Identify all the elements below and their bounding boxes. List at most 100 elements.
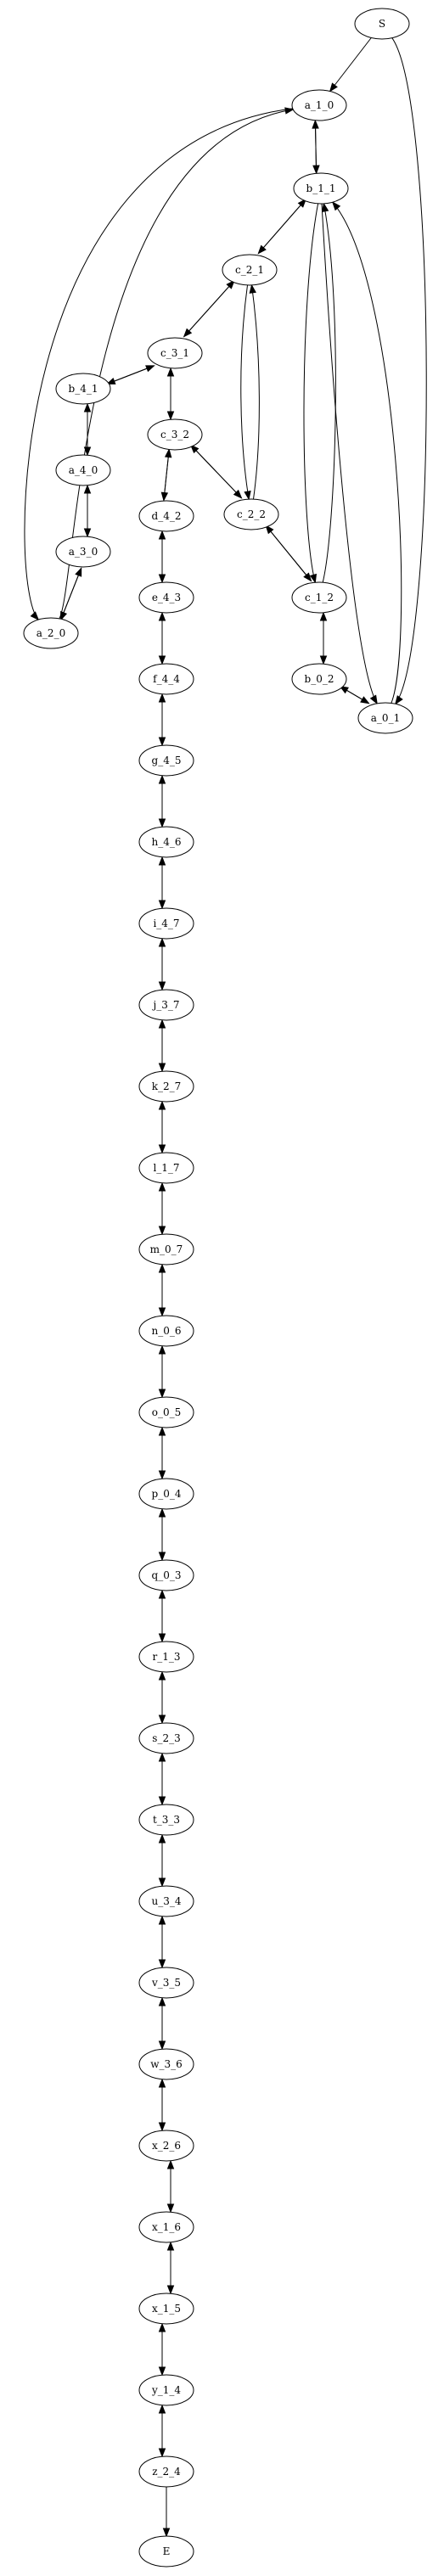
node-label: b_1_1 [306,182,336,194]
arrowhead-j_3_7-to-i_4_7 [158,937,166,947]
arrowhead-z_2_4-to-y_1_4 [158,2404,166,2414]
node-label: x_1_6 [152,2221,181,2233]
node-ellipse [138,1967,194,1999]
node-label: u_3_4 [152,1895,182,1907]
arrowhead-t_3_3-to-s_2_3 [158,1752,166,1762]
edge-b_1_1-to-c_1_2 [303,203,319,583]
edge-c_1_2-to-c_2_2 [265,525,312,581]
arrowhead-y_1_4-to-x_1_5 [158,2322,166,2332]
node-ellipse [138,2293,194,2325]
node-o_0_5: o_0_5 [138,1396,194,1428]
node-m_0_7: m_0_7 [138,1233,194,1266]
node-ellipse [23,617,79,649]
arrowhead-d_4_2-to-c_3_2 [164,448,172,458]
node-ellipse [147,418,203,451]
node-label: b_0_2 [305,673,334,685]
node-ellipse [138,1152,194,1184]
arrowhead-c_1_2-to-c_2_2 [265,525,274,535]
node-ellipse [138,2374,194,2406]
node-label: a_0_1 [371,712,400,724]
node-a_0_1: a_0_1 [357,702,413,734]
node-ellipse [293,172,349,205]
node-label: q_0_3 [152,1569,182,1581]
node-ellipse [354,8,410,40]
node-label: x_2_6 [152,2140,181,2152]
node-label: r_1_3 [152,1651,180,1663]
arrowhead-b_1_1-to-c_1_2 [309,573,318,584]
node-c_2_2: c_2_2 [223,498,279,530]
edge-c_2_1-to-c_2_2 [240,284,250,500]
arrowhead-m_0_7-to-l_1_7 [158,1181,166,1192]
arrowhead-e_4_3-to-d_4_2 [158,530,166,540]
node-ellipse [138,500,194,532]
edge-c_2_1-to-b_1_1 [258,199,306,254]
arrowhead-r_1_3-to-q_0_3 [158,1589,166,1599]
node-c_1_2: c_1_2 [291,581,347,614]
node-s_2_3: s_2_3 [138,1722,194,1754]
arrowhead-a_2_0-to-a_1_0 [284,107,295,115]
node-ellipse [138,1315,194,1347]
edge-a_1_0-to-a_2_0 [24,108,293,620]
node-label: h_4_6 [152,836,182,848]
arrowhead-x_1_6-to-x_2_6 [166,2159,175,2169]
node-ellipse [138,581,194,614]
arrowhead-b_4_1-to-c_3_1 [145,365,155,373]
arrowhead-c_2_2-to-c_3_2 [189,444,200,454]
node-E: E [138,2535,194,2568]
node-label: b_4_1 [69,383,98,395]
node-ellipse [291,581,347,614]
edge-S-to-a_1_0 [329,37,372,92]
node-x_2_6: x_2_6 [138,2130,194,2162]
node-label: s_2_3 [152,1732,180,1744]
arrowhead-a_4_0-to-b_4_1 [83,402,92,412]
node-ellipse [138,1070,194,1103]
arrowhead-a_0_1-to-b_0_2 [339,686,349,694]
arrowhead-z_2_4-to-E [162,2528,171,2538]
arrowhead-f_4_4-to-e_4_3 [158,611,166,621]
arrowhead-b_0_2-to-c_1_2 [319,611,328,621]
arrowhead-v_3_5-to-u_3_4 [158,1915,166,1925]
node-ellipse [138,1885,194,1917]
node-label: E [163,2545,171,2557]
edge-a_0_1-to-b_1_1 [332,201,402,704]
node-ellipse [138,2455,194,2488]
arrowhead-a_1_0-to-a_2_0 [30,611,40,621]
arrowhead-a_3_0-to-a_4_0 [83,484,92,494]
node-z_2_4: z_2_4 [138,2455,194,2488]
node-ellipse [55,373,111,405]
node-label: i_4_7 [153,918,179,929]
nodes-layer: Sa_1_0 b_1_1 c_2_1 c_3_1 b_4_1 c_3_2 a_4_0 d_4_… [23,8,413,2568]
edge-a_2_0-to-a_3_0 [60,568,82,620]
arrowhead-k_2_7-to-j_3_7 [158,1019,166,1029]
arrowhead-w_3_6-to-v_3_5 [158,1996,166,2006]
node-ellipse [138,663,194,695]
node-y_1_4: y_1_4 [138,2374,194,2406]
node-label: c_3_1 [160,347,189,359]
node-label: x_1_5 [152,2303,181,2315]
edge-d_4_2-to-c_3_2 [163,449,170,501]
node-label: z_2_4 [152,2466,181,2478]
node-ellipse [138,1804,194,1836]
arrowhead-c_1_2-to-b_1_1 [321,202,329,213]
node-b_4_1: b_4_1 [55,373,111,405]
edge-b_4_1-to-c_3_1 [106,365,155,384]
node-label: y_1_4 [151,2384,181,2396]
arrowhead-S-to-a_0_1 [395,695,403,705]
node-ellipse [222,254,278,286]
node-b_1_1: b_1_1 [293,172,349,205]
node-label: j_3_7 [152,999,180,1011]
node-ellipse [138,2211,194,2243]
node-d_4_2: d_4_2 [138,500,194,532]
node-label: t_3_3 [153,1814,180,1826]
node-label: w_3_6 [150,2058,183,2070]
edge-b_1_1-to-a_0_1 [321,203,378,704]
node-w_3_6: w_3_6 [138,2048,194,2080]
node-j_3_7: j_3_7 [138,989,194,1021]
arrowhead-i_4_7-to-h_4_6 [158,856,166,866]
node-ellipse [357,702,413,734]
edge-c_2_2-to-c_2_1 [251,284,260,500]
node-ellipse [138,1641,194,1673]
node-label: e_4_3 [152,592,181,603]
node-a_1_0: a_1_0 [291,89,347,121]
arrowhead-c_2_1-to-b_1_1 [297,198,307,208]
